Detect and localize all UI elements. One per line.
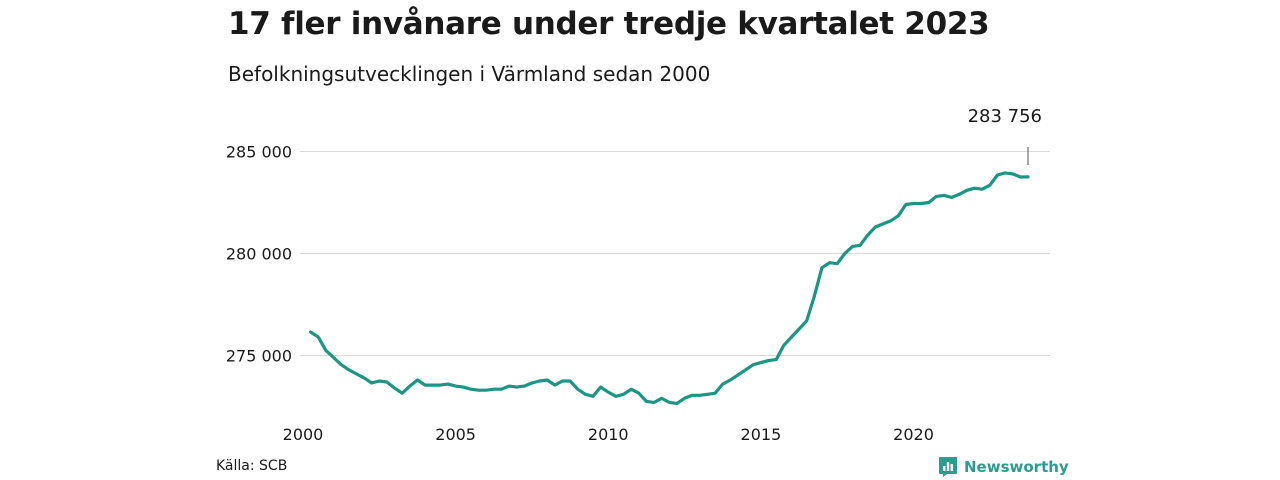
x-tick-label-0: 2000 bbox=[283, 425, 324, 444]
brand-name: Newsworthy bbox=[964, 458, 1069, 476]
source-label: Källa: SCB bbox=[216, 458, 288, 474]
y-tick-label-1: 280 000 bbox=[226, 245, 292, 264]
x-tick-label-3: 2015 bbox=[741, 425, 782, 444]
x-tick-label-4: 2020 bbox=[893, 425, 934, 444]
x-tick-label-1: 2005 bbox=[435, 425, 476, 444]
chart-title: 17 fler invånare under tredje kvartalet … bbox=[228, 6, 990, 42]
chart-subtitle: Befolkningsutvecklingen i Värmland sedan… bbox=[228, 62, 711, 86]
y-tick-label-0: 275 000 bbox=[226, 347, 292, 366]
newsworthy-logo-icon bbox=[939, 457, 957, 477]
x-tick-label-2: 2010 bbox=[588, 425, 629, 444]
population-line bbox=[309, 171, 1030, 405]
y-tick-label-2: 285 000 bbox=[226, 143, 292, 162]
annotation-label: 283 756 bbox=[968, 106, 1042, 127]
brand-logo: Newsworthy bbox=[938, 456, 1069, 478]
